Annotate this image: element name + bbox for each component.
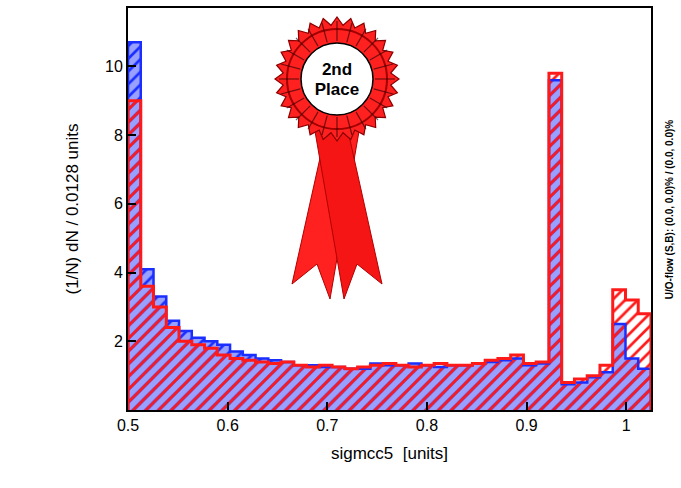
svg-text:sigmcc5 [units]: sigmcc5 [units] <box>331 444 448 463</box>
svg-text:0.6: 0.6 <box>217 417 239 434</box>
svg-text:0.7: 0.7 <box>316 417 338 434</box>
svg-text:Place: Place <box>315 80 359 99</box>
svg-text:(1/N) dN / 0.0128 units: (1/N) dN / 0.0128 units <box>63 123 82 294</box>
svg-text:8: 8 <box>114 127 123 144</box>
svg-text:0.9: 0.9 <box>516 417 538 434</box>
svg-text:6: 6 <box>114 195 123 212</box>
svg-text:U/O-flow (S,B): (0.0, 0.0)% /: U/O-flow (S,B): (0.0, 0.0)% / (0.0, 0.0)… <box>664 120 675 300</box>
svg-text:0.5: 0.5 <box>117 417 139 434</box>
svg-text:1: 1 <box>622 417 631 434</box>
svg-text:0.8: 0.8 <box>416 417 438 434</box>
svg-text:4: 4 <box>114 264 123 281</box>
svg-text:2: 2 <box>114 333 123 350</box>
svg-text:2nd: 2nd <box>322 60 352 79</box>
svg-text:10: 10 <box>105 58 123 75</box>
